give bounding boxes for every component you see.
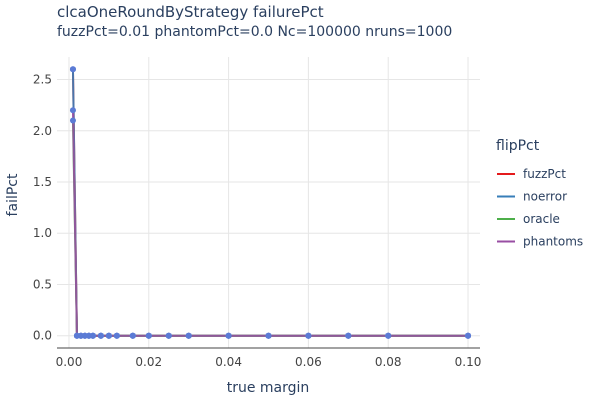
chart-title: clcaOneRoundByStrategy failurePct bbox=[57, 3, 324, 21]
series-line-noerror bbox=[71, 69, 469, 337]
data-point-phantoms bbox=[69, 107, 76, 114]
x-tick-label: 0.02 bbox=[135, 355, 162, 369]
data-point-phantoms bbox=[225, 332, 232, 339]
y-ticks: 0.0 0.5 1.0 1.5 2.0 2.5 bbox=[33, 73, 52, 343]
series-lines bbox=[71, 69, 469, 337]
data-point-phantoms bbox=[465, 332, 472, 339]
x-tick-label: 0.06 bbox=[295, 355, 322, 369]
data-point-phantoms bbox=[385, 332, 392, 339]
series-line-oracle bbox=[71, 120, 469, 337]
legend-label-phantoms: phantoms bbox=[523, 235, 583, 249]
data-point-phantoms bbox=[113, 332, 120, 339]
data-point-noerror bbox=[69, 66, 76, 73]
data-point-phantoms bbox=[345, 332, 352, 339]
legend: fuzzPct noerror oracle phantoms bbox=[497, 167, 583, 249]
legend-label-oracle: oracle bbox=[523, 212, 560, 226]
y-tick-label: 2.0 bbox=[33, 124, 52, 138]
chart-subtitle: fuzzPct=0.01 phantomPct=0.0 Nc=100000 nr… bbox=[57, 24, 452, 40]
x-ticks: 0.00 0.02 0.04 0.06 0.08 0.10 bbox=[56, 355, 482, 369]
x-axis-title: true margin bbox=[227, 380, 310, 396]
x-tick-label: 0.00 bbox=[56, 355, 83, 369]
data-point-phantoms bbox=[89, 332, 96, 339]
data-point-phantoms bbox=[265, 332, 272, 339]
legend-label-noerror: noerror bbox=[523, 190, 567, 204]
y-axis-title: failPct bbox=[5, 173, 21, 216]
y-tick-label: 0.0 bbox=[33, 329, 52, 343]
legend-title: flipPct bbox=[496, 138, 540, 154]
data-point-phantoms bbox=[145, 332, 152, 339]
x-tick-label: 0.10 bbox=[455, 355, 482, 369]
y-tick-label: 2.5 bbox=[33, 73, 52, 87]
series-line-fuzzPct bbox=[71, 69, 469, 337]
legend-label-fuzzPct: fuzzPct bbox=[523, 167, 566, 181]
y-tick-label: 0.5 bbox=[33, 277, 52, 291]
data-point-oracle bbox=[69, 117, 76, 124]
y-tick-label: 1.0 bbox=[33, 226, 52, 240]
x-tick-label: 0.04 bbox=[215, 355, 242, 369]
data-point-phantoms bbox=[165, 332, 172, 339]
x-tick-label: 0.08 bbox=[375, 355, 402, 369]
data-point-phantoms bbox=[97, 332, 104, 339]
series-points bbox=[69, 66, 472, 339]
y-tick-label: 1.5 bbox=[33, 175, 52, 189]
data-point-phantoms bbox=[129, 332, 136, 339]
series-line-phantoms bbox=[71, 110, 469, 337]
data-point-phantoms bbox=[185, 332, 192, 339]
data-point-phantoms bbox=[105, 332, 112, 339]
data-point-phantoms bbox=[305, 332, 312, 339]
grid bbox=[57, 57, 480, 348]
